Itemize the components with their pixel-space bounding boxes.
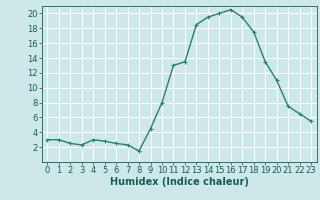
X-axis label: Humidex (Indice chaleur): Humidex (Indice chaleur) — [110, 177, 249, 187]
